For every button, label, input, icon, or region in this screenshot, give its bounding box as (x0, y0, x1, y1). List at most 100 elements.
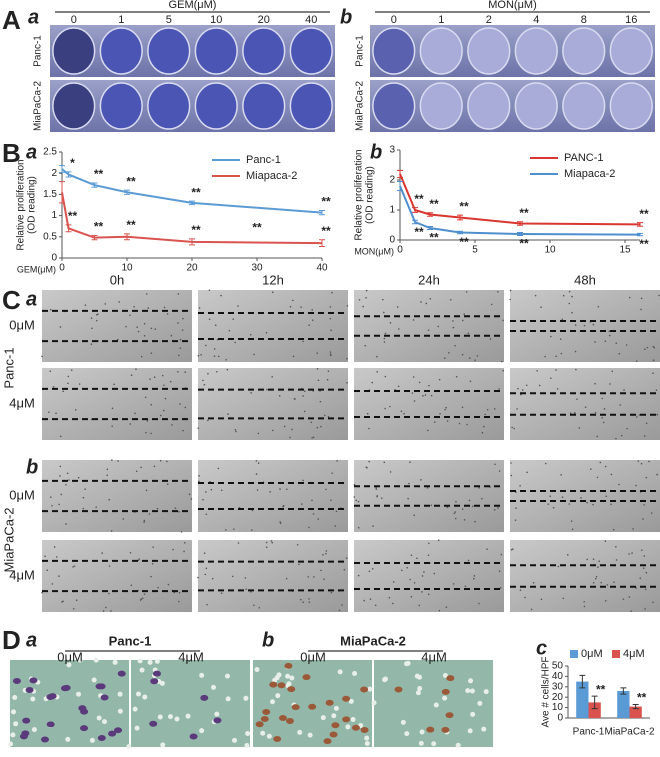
pore (289, 675, 295, 681)
pore (135, 691, 141, 697)
legend-label: PANC-1 (564, 152, 604, 164)
cell-speck (197, 576, 199, 579)
cell (325, 699, 334, 706)
cell-speck (150, 575, 152, 578)
pore (404, 731, 410, 737)
cell-speck (483, 425, 485, 428)
pore (382, 677, 388, 683)
cell-speck (226, 368, 229, 371)
cell-speck (368, 570, 371, 573)
y-tick-label: 2 (51, 168, 57, 179)
error-bar (91, 182, 98, 188)
cell-speck (341, 604, 343, 606)
cell-speck (207, 419, 209, 422)
cell-speck (73, 565, 76, 567)
cell-speck (374, 604, 377, 607)
pore (470, 711, 476, 717)
cell-speck (205, 567, 208, 570)
cell-speck (489, 338, 492, 340)
cell-speck (198, 475, 200, 477)
cell-speck (433, 421, 436, 423)
cell-speck (151, 562, 154, 565)
cell-speck (70, 369, 73, 371)
dose-label: 40 (305, 14, 317, 26)
cell-speck (291, 428, 293, 431)
cell-speck (203, 383, 206, 386)
cell-speck (293, 397, 296, 400)
cell-speck (561, 318, 564, 321)
pore (93, 657, 99, 663)
cell (287, 686, 296, 693)
scratch-photo (42, 290, 192, 362)
error-bar (189, 200, 195, 206)
cell-speck (532, 582, 535, 584)
cell-speck (400, 569, 403, 572)
cell-speck (408, 482, 410, 485)
error-bar (319, 239, 325, 248)
cell-speck (311, 437, 313, 439)
cell-speck (571, 311, 573, 314)
panel-letter: C (2, 285, 21, 315)
cell-speck (265, 546, 268, 549)
cell-speck (231, 575, 234, 578)
cell-speck (65, 483, 67, 486)
cell-speck (416, 557, 418, 560)
pore (137, 658, 143, 664)
pore (101, 719, 107, 725)
cell-speck (392, 602, 394, 605)
cell-speck (502, 369, 505, 372)
cell-speck (311, 499, 313, 502)
pore (66, 662, 72, 668)
cell-speck (163, 306, 166, 309)
dose-label: 20 (258, 14, 270, 26)
cell-speck (444, 408, 446, 411)
cell-speck (77, 476, 80, 479)
cell-speck (604, 600, 607, 602)
error-bar (397, 181, 403, 191)
cell-speck (150, 327, 153, 330)
y-tick-label: 1 (389, 205, 395, 216)
cell-speck (413, 400, 416, 402)
cell-speck (575, 368, 577, 371)
error-bar (65, 171, 72, 178)
error-bar (427, 226, 433, 230)
pore (331, 713, 337, 719)
pore (269, 699, 275, 705)
cell-speck (66, 472, 69, 475)
legend-swatch (570, 650, 578, 658)
cell-speck (137, 330, 140, 333)
cell-speck (91, 327, 93, 330)
cell-speck (407, 497, 409, 500)
cell-speck (446, 420, 449, 422)
pore (469, 688, 475, 694)
cell-speck (65, 523, 67, 525)
cell-speck (464, 585, 467, 588)
cell-speck (346, 357, 348, 360)
cell-speck (325, 552, 327, 555)
cell-speck (148, 513, 151, 515)
cell-speck (51, 504, 53, 507)
cell-speck (143, 334, 146, 337)
significance-marker: ** (429, 231, 439, 245)
cell-speck (292, 355, 295, 358)
cell-speck (520, 393, 522, 396)
series-line (61, 192, 323, 245)
cell-speck (316, 426, 319, 429)
significance-marker: ** (414, 192, 424, 206)
cell-speck (136, 326, 138, 328)
well (99, 27, 143, 75)
cell-speck (420, 301, 422, 303)
cell-speck (72, 566, 74, 568)
cell-speck (375, 488, 378, 490)
panel-sublabel: b (26, 456, 38, 478)
pore (297, 729, 303, 735)
cell-speck (184, 371, 187, 373)
cell-speck (320, 425, 322, 428)
cell-speck (536, 369, 538, 372)
cell-speck (302, 340, 304, 343)
well (52, 27, 96, 75)
cell-speck (421, 591, 423, 593)
cell-speck (519, 485, 521, 487)
cell-speck (486, 548, 488, 550)
cell-speck (170, 334, 173, 337)
